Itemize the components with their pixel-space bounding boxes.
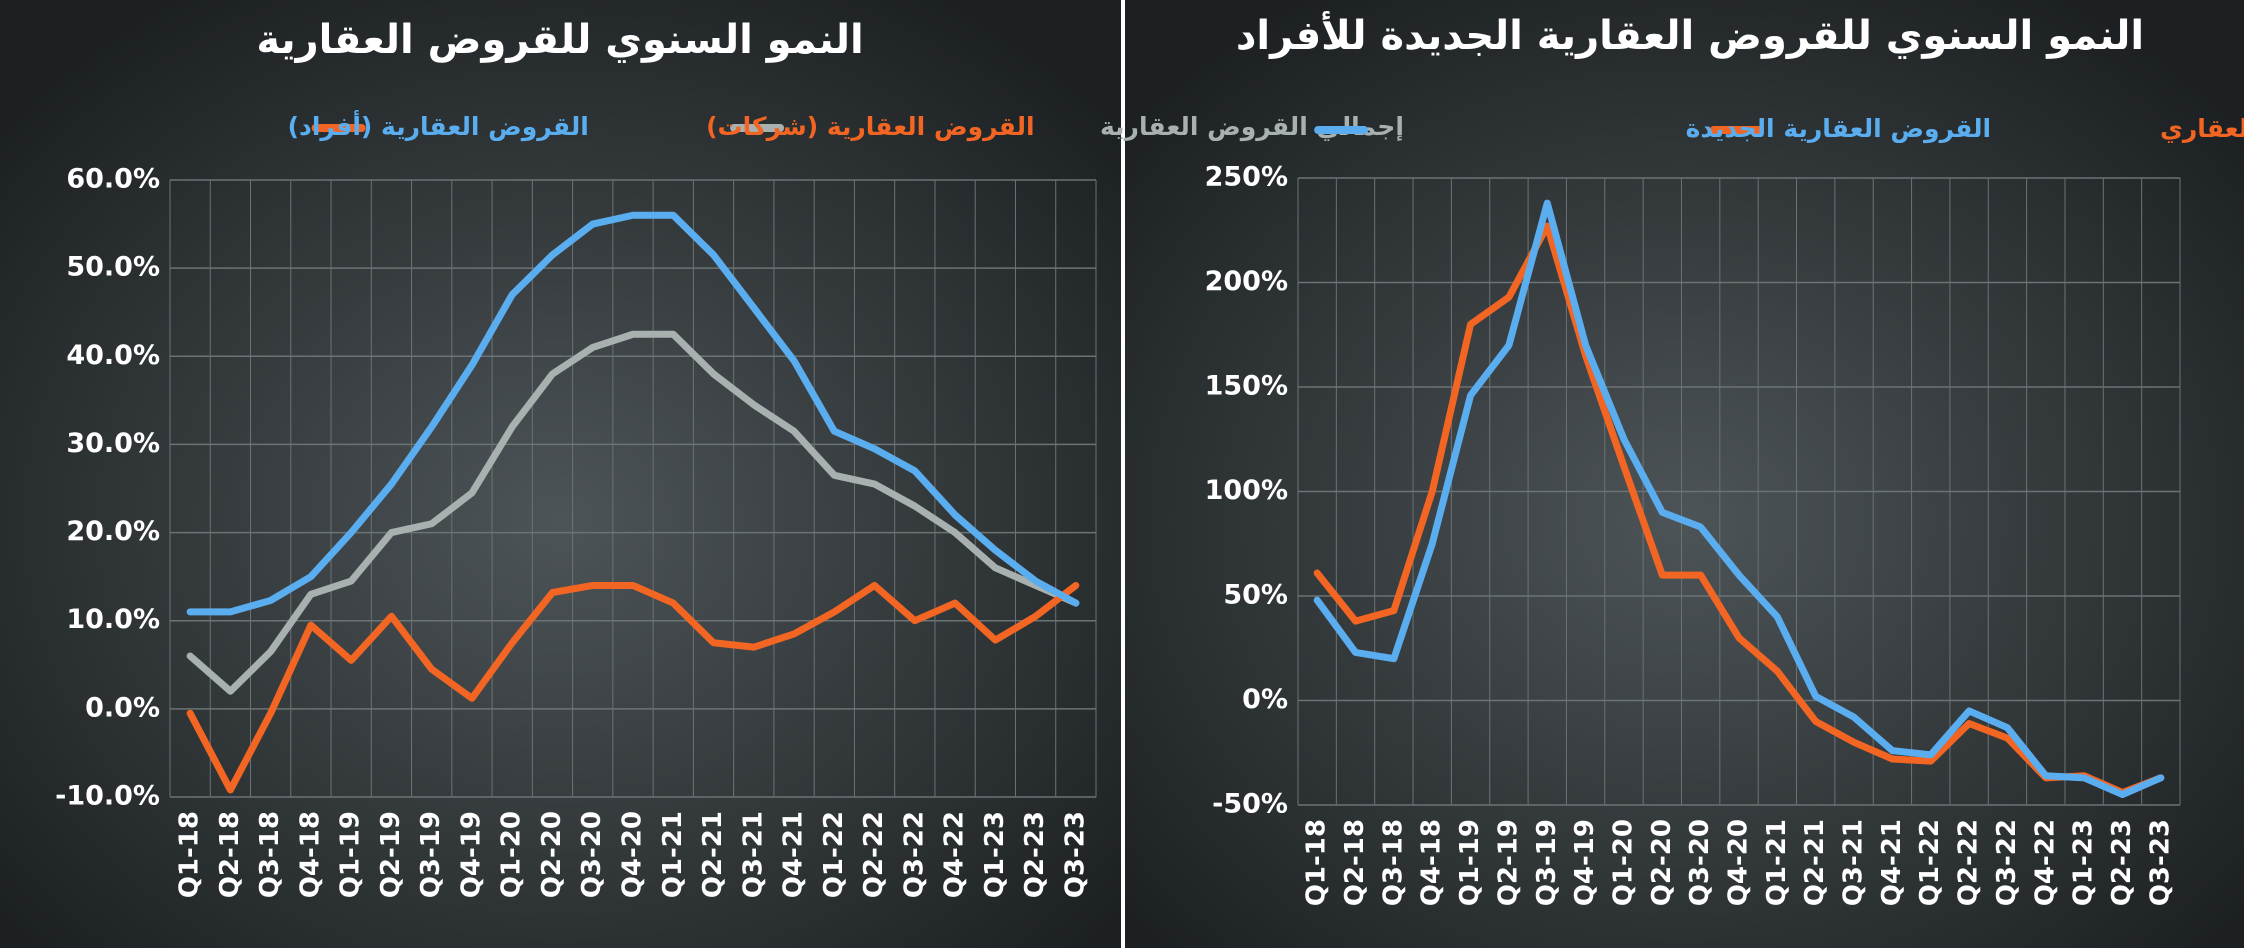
x-tick-label: Q3-21: [738, 811, 768, 898]
y-tick-label: 50.0%: [66, 252, 160, 283]
x-tick-label: Q2-23: [1020, 811, 1050, 898]
x-tick-label: Q3-23: [2145, 819, 2175, 906]
x-tick-label: Q3-18: [1378, 819, 1408, 906]
x-tick-label: Q1-19: [1455, 819, 1485, 906]
y-tick-label: 40.0%: [66, 340, 160, 371]
x-tick-label: Q3-20: [1685, 819, 1715, 906]
series-line: [186, 581, 1080, 794]
x-tick-label: Q1-23: [980, 811, 1010, 898]
x-tick-label: Q4-18: [295, 811, 325, 898]
y-tick-label: 250%: [1205, 162, 1288, 193]
legend-label: القروض العقارية الجديدة: [1686, 114, 1991, 144]
y-tick-label: 20.0%: [66, 516, 160, 547]
x-tick-label: Q1-20: [1608, 819, 1638, 906]
y-tick-label: 100%: [1205, 475, 1288, 506]
x-tick-label: Q3-19: [416, 811, 446, 898]
x-tick-label: Q3-22: [1992, 819, 2022, 906]
y-tick-label: 0.0%: [85, 692, 160, 723]
panel-divider: [1121, 0, 1125, 948]
x-tick-label: Q4-20: [1724, 819, 1754, 906]
panel-background: [0, 0, 1121, 948]
x-tick-label: Q2-21: [1800, 819, 1830, 906]
legend-label: القروض العقارية (شركات): [706, 112, 1035, 142]
x-tick-label: Q3-19: [1532, 819, 1562, 906]
x-tick-label: Q1-22: [1915, 819, 1945, 906]
x-tick-label: Q4-21: [779, 811, 809, 898]
x-tick-label: Q1-18: [1302, 819, 1332, 906]
x-tick-label: Q1-21: [1762, 819, 1792, 906]
series-line: [186, 330, 1080, 695]
chart-title: النمو السنوي للقروض العقارية الجديدة للأ…: [1236, 10, 2144, 59]
x-tick-label: Q2-19: [376, 811, 406, 898]
x-tick-label: Q2-23: [2107, 819, 2137, 906]
y-tick-label: 200%: [1205, 266, 1288, 297]
x-tick-label: Q3-21: [1839, 819, 1869, 906]
x-tick-label: Q2-21: [698, 811, 728, 898]
x-tick-label: Q3-22: [899, 811, 929, 898]
x-tick-label: Q4-19: [1570, 819, 1600, 906]
x-tick-label: Q1-20: [497, 811, 527, 898]
x-tick-label: Q4-21: [1877, 819, 1907, 906]
y-tick-label: 60.0%: [66, 164, 160, 195]
x-tick-label: Q4-22: [2030, 819, 2060, 906]
legend-label: العقود الجديدة للتمويل العقاري: [2160, 114, 2244, 144]
x-tick-label: Q3-20: [577, 811, 607, 898]
x-tick-label: Q1-18: [175, 811, 205, 898]
chart-title: النمو السنوي للقروض العقارية: [256, 17, 863, 63]
series-line: [1313, 222, 2165, 796]
x-tick-label: Q4-20: [618, 811, 648, 898]
x-tick-label: Q4-19: [456, 811, 486, 898]
x-tick-label: Q3-18: [255, 811, 285, 898]
x-tick-label: Q2-20: [537, 811, 567, 898]
y-tick-label: -50%: [1212, 789, 1288, 820]
y-tick-label: 150%: [1205, 371, 1288, 402]
x-tick-label: Q1-22: [819, 811, 849, 898]
x-tick-label: Q2-18: [215, 811, 245, 898]
x-tick-label: Q2-19: [1493, 819, 1523, 906]
x-tick-label: Q4-18: [1417, 819, 1447, 906]
x-tick-label: Q4-22: [940, 811, 970, 898]
series-line: [1313, 199, 2165, 799]
y-tick-label: -10.0%: [55, 781, 160, 812]
y-tick-label: 0%: [1242, 684, 1288, 715]
legend-label: القروض العقارية (أفراد): [288, 110, 589, 142]
x-tick-label: Q2-22: [1954, 819, 1984, 906]
x-tick-label: Q1-21: [658, 811, 688, 898]
x-tick-label: Q3-23: [1060, 811, 1090, 898]
panel-background: [1125, 0, 2244, 948]
x-tick-label: Q2-22: [859, 811, 889, 898]
y-tick-label: 30.0%: [66, 428, 160, 459]
x-tick-label: Q1-19: [336, 811, 366, 898]
series-line: [186, 211, 1080, 616]
x-tick-label: Q2-20: [1647, 819, 1677, 906]
x-tick-label: Q1-23: [2069, 819, 2099, 906]
y-tick-label: 50%: [1223, 580, 1288, 611]
y-tick-label: 10.0%: [66, 604, 160, 635]
x-tick-label: Q2-18: [1340, 819, 1370, 906]
